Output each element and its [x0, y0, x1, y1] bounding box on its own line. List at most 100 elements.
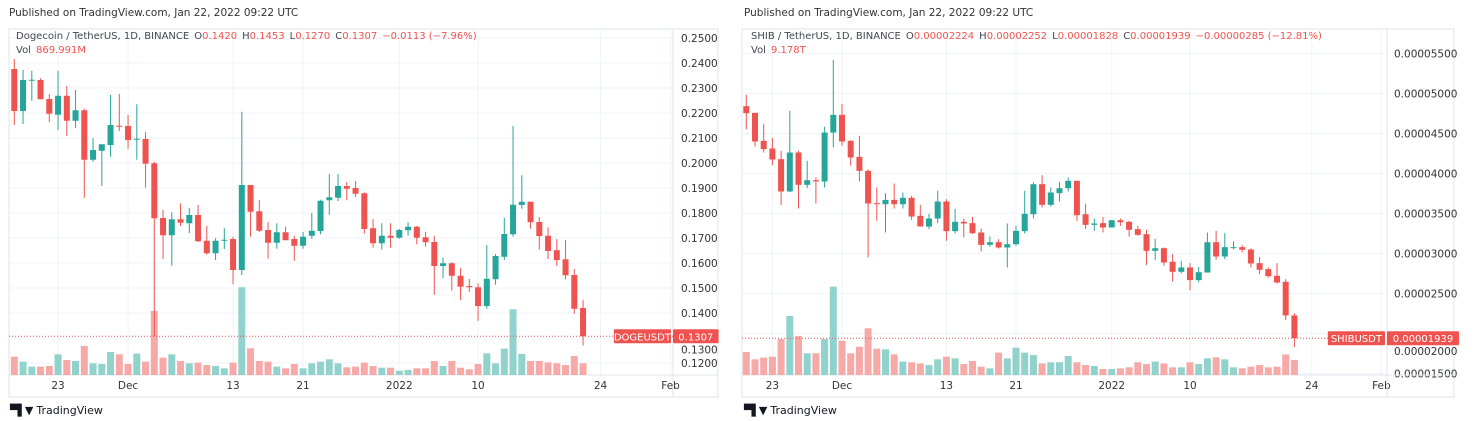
volume-bar — [1186, 362, 1194, 375]
x-tick-label: 13 — [226, 380, 239, 392]
volume-bar — [527, 360, 535, 375]
volume-bar — [282, 368, 290, 375]
volume-bar — [829, 286, 837, 375]
candle-body — [273, 232, 280, 243]
x-tick-label: 24 — [1305, 380, 1319, 392]
volume-bar — [1212, 357, 1220, 375]
x-tick-label: 10 — [471, 380, 484, 392]
volume-bar — [264, 361, 272, 375]
volume-bar — [1082, 365, 1090, 375]
x-tick-label: 2022 — [1098, 380, 1125, 392]
candle-body — [28, 79, 35, 81]
candle-body — [1169, 261, 1176, 272]
candle-body — [856, 156, 863, 171]
tradingview-logo[interactable]: ▀▌▼ TradingView — [744, 404, 837, 417]
last-price-label: 0.00001939 — [1393, 334, 1453, 345]
volume-bar — [1090, 366, 1098, 375]
candle-body — [125, 126, 132, 140]
volume-bar — [1099, 368, 1107, 375]
x-tick-label: 23 — [51, 380, 64, 392]
volume-bar — [37, 366, 45, 375]
volume-bar — [847, 353, 855, 375]
tradingview-logo[interactable]: ▀▌▼ TradingView — [10, 404, 103, 417]
candle-body — [151, 163, 158, 219]
volume-bar — [812, 353, 820, 375]
candle-body — [882, 199, 889, 205]
published-caption: Published on TradingView.com, Jan 22, 20… — [744, 7, 1034, 19]
brand-name: TradingView — [770, 404, 837, 417]
candle-body — [1178, 267, 1185, 272]
volume-bar — [1073, 362, 1081, 375]
volume-bar — [1012, 347, 1020, 375]
candle-body — [580, 308, 587, 337]
chart-shibusdt: 0.00001500 0.00002000 0.00002500 0.00003000… — [741, 28, 1459, 398]
candle-body — [1134, 229, 1141, 235]
symbol-badge-label: DOGEUSDT — [614, 332, 672, 343]
volume-bar — [1169, 367, 1177, 375]
x-tick-label: Dec — [118, 380, 139, 392]
candle-body — [908, 197, 915, 217]
candle-body — [934, 201, 941, 219]
candle-body — [300, 236, 307, 246]
volume-bar — [1064, 356, 1072, 375]
candle-body — [370, 228, 377, 244]
candle-body — [1213, 242, 1220, 257]
candle-body — [1143, 234, 1150, 251]
volume-bar — [795, 335, 802, 375]
volume-bar — [1047, 362, 1055, 375]
x-tick-label: Feb — [661, 380, 680, 392]
candle-body — [405, 226, 412, 231]
volume-bar — [247, 348, 255, 375]
x-tick-label: 21 — [296, 380, 309, 392]
volume-bar — [19, 361, 27, 375]
candle-body — [1013, 230, 1019, 245]
volume-bar — [960, 364, 968, 375]
volume-bar — [777, 339, 785, 375]
volume-bar — [1273, 366, 1281, 375]
volume-bar — [1264, 367, 1272, 375]
candle-body — [1291, 315, 1298, 339]
candle-body — [142, 139, 149, 164]
volume-bar — [1160, 363, 1168, 375]
candle-body — [786, 152, 793, 192]
low-value: 0.1270 — [295, 31, 331, 42]
candle-body — [926, 218, 932, 227]
candle-body — [483, 278, 490, 306]
candle-body — [212, 240, 219, 254]
low-value: 0.00001828 — [1057, 31, 1119, 42]
symbol-badge-label: SHIBUSDT — [1331, 334, 1383, 345]
volume-bar — [986, 368, 994, 375]
candle-body — [326, 197, 333, 201]
y-tick-label: 0.00005000 — [1394, 88, 1457, 100]
volume-bar — [185, 363, 193, 375]
volume-bar — [457, 367, 465, 375]
volume-bar — [742, 351, 750, 375]
open-label: O — [194, 31, 203, 42]
low-label: L — [289, 31, 296, 42]
volume-bar — [908, 362, 916, 375]
candle-body — [1091, 223, 1098, 225]
x-tick-label: 2022 — [386, 380, 413, 392]
candle-body — [361, 193, 368, 229]
candle-body — [1100, 223, 1106, 228]
candle-body — [317, 200, 324, 231]
symbol-badge — [613, 329, 671, 344]
candle-body — [55, 95, 62, 115]
candle-body — [812, 180, 819, 182]
candle-body — [1160, 248, 1167, 263]
volume-bar — [98, 363, 106, 375]
candle-body — [943, 201, 950, 232]
candle-body — [1239, 247, 1246, 250]
volume-bar — [821, 339, 829, 375]
candle-body — [282, 232, 289, 241]
last-price-badge — [673, 329, 719, 344]
volume-bar — [115, 354, 123, 375]
candle-body — [186, 215, 193, 224]
candle-body — [545, 235, 552, 251]
volume-bar — [334, 363, 342, 375]
published-caption: Published on TradingView.com, Jan 22, 20… — [9, 7, 299, 19]
candle-body — [98, 144, 105, 151]
volume-bar — [89, 363, 97, 375]
y-tick-label: 0.1900 — [681, 183, 718, 195]
